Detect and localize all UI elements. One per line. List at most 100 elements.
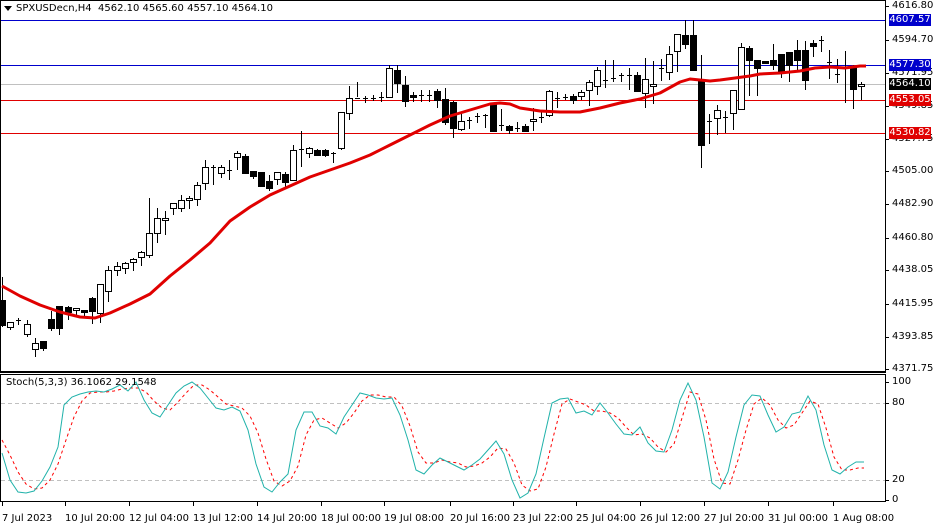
chart-title: SPXUSDecn,H4 4562.10 4565.60 4557.10 456…: [4, 3, 273, 14]
time-axis-label: 20 Jul 16:00: [450, 513, 510, 524]
candle-bull: [306, 148, 313, 154]
time-axis-label: 23 Jul 22:00: [513, 513, 573, 524]
stoch-axis-label: 20: [892, 474, 905, 485]
candle-bear: [850, 67, 857, 90]
candle-bull: [458, 121, 465, 130]
candle-bear: [40, 341, 47, 349]
candle-bull: [338, 112, 345, 149]
time-axis-label: 7 Jul 2023: [2, 513, 53, 524]
candle-bull: [666, 54, 673, 73]
candle-bull: [105, 270, 112, 292]
main-pane-frame: [0, 0, 886, 372]
candle-bull: [674, 34, 681, 52]
candle-bear: [794, 50, 801, 61]
candle-bear: [242, 156, 249, 174]
time-axis-label: 12 Jul 04:00: [129, 513, 189, 524]
candle-bull: [858, 84, 865, 87]
candle-bear: [314, 150, 321, 156]
candle-bull: [154, 218, 161, 234]
candle-bear: [322, 150, 329, 156]
price-tag-support: 4530.82: [889, 127, 931, 139]
collapse-triangle-icon[interactable]: [4, 5, 12, 11]
candle-bull: [594, 70, 601, 87]
price-tag-resistance: 4577.30: [889, 59, 931, 71]
candle-bear: [762, 61, 769, 64]
candle-bear: [394, 70, 401, 84]
candle-bull: [146, 233, 153, 256]
candle-bull: [578, 92, 585, 97]
price-tag-resistance: 4607.57: [889, 14, 931, 26]
candle-bull: [714, 110, 721, 119]
candle-bull: [122, 263, 129, 269]
stochastic-pane-frame: [0, 374, 886, 502]
candle-bull: [530, 119, 537, 122]
candle-bear: [402, 85, 409, 102]
candle-bear: [770, 60, 777, 66]
moving-average-line: [1, 64, 866, 320]
candle-bull: [138, 252, 145, 258]
candle-bull: [386, 68, 393, 98]
candle-bear: [778, 54, 785, 73]
candle-bear: [490, 104, 497, 132]
time-axis-label: 31 Jul 00:00: [768, 513, 828, 524]
candle-bear: [506, 126, 513, 131]
price-axis-label: 4571.95: [892, 67, 934, 78]
candle-bear: [258, 172, 265, 187]
candle-bear: [56, 306, 63, 329]
candle-bull: [730, 90, 737, 114]
candle-bull: [24, 324, 31, 335]
candle-bear: [434, 91, 441, 101]
candle-bull: [32, 343, 39, 350]
price-tag-current: 4564.10: [889, 78, 931, 90]
candle-bear: [0, 300, 6, 326]
candle-bear: [754, 60, 761, 69]
candle-bear: [442, 99, 449, 123]
stoch-axis-label: 0: [892, 494, 899, 505]
candle-bear: [690, 35, 697, 71]
time-axis-label: 25 Jul 04:00: [576, 513, 636, 524]
price-axis-label: 4594.70: [892, 34, 934, 45]
candle-bear: [698, 79, 705, 146]
candle-bear: [802, 50, 809, 81]
price-axis-label: 4438.05: [892, 264, 934, 275]
candle-bull: [546, 91, 553, 116]
candle-bull: [130, 259, 137, 263]
candle-bull: [218, 167, 225, 174]
time-axis-label: 13 Jul 12:00: [193, 513, 253, 524]
candle-bull: [642, 79, 649, 94]
candle-bull: [650, 84, 657, 87]
candle-bear: [65, 307, 72, 313]
candle-bear: [570, 96, 577, 101]
stoch-axis-label: 100: [892, 376, 912, 387]
price-axis-label: 4371.75: [892, 363, 934, 374]
time-axis-label: 18 Jul 00:00: [321, 513, 381, 524]
candle-bull: [234, 153, 241, 158]
price-axis-label: 4482.90: [892, 198, 934, 209]
candle-bear: [410, 95, 417, 98]
candle-bull: [194, 185, 201, 200]
candle-bear: [746, 48, 753, 61]
time-axis-label: 19 Jul 08:00: [384, 513, 444, 524]
candle-bear: [682, 35, 689, 45]
stoch-axis-label: 80: [892, 397, 905, 408]
symbol-label: SPXUSDecn,H4: [16, 3, 92, 14]
candle-bear: [89, 298, 96, 312]
time-axis-label: 27 Jul 20:00: [704, 513, 764, 524]
candle-bear: [266, 181, 273, 189]
candle-bull: [170, 203, 177, 209]
candle-bull: [586, 82, 593, 91]
candle-bull: [97, 284, 104, 314]
candle-bull: [73, 308, 80, 311]
ohlc-values: 4562.10 4565.60 4557.10 4564.10: [98, 3, 273, 14]
candle-bull: [7, 322, 14, 328]
candle-bull: [274, 172, 281, 180]
stoch-main-line: [1, 381, 864, 499]
candle-bull: [186, 198, 193, 201]
price-axis-label: 4393.85: [892, 331, 934, 342]
candle-bull: [346, 98, 353, 114]
price-axis-label: 4505.00: [892, 165, 934, 176]
candle-bull: [290, 150, 297, 181]
time-axis-label: 1 Aug 08:00: [833, 513, 895, 524]
price-axis-label: 4616.80: [892, 0, 934, 11]
